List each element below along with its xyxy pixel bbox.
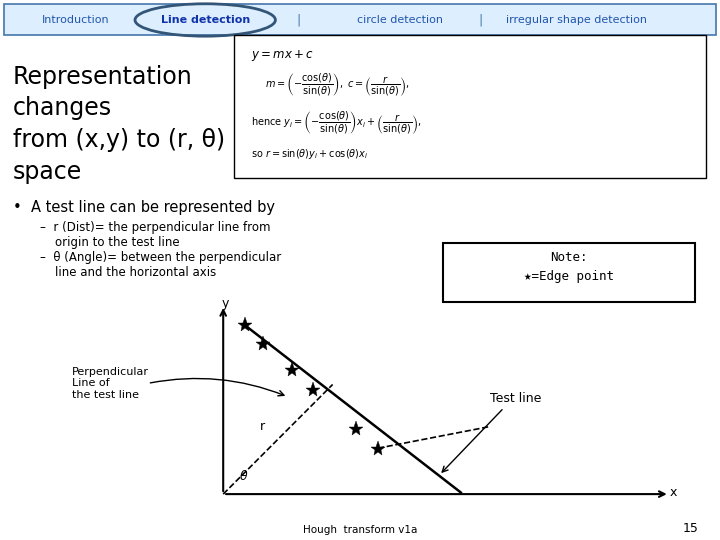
Text: $\mathrm{hence}\ y_i = \left(-\dfrac{\cos(\theta)}{\sin(\theta)}\right)x_i + \le: $\mathrm{hence}\ y_i = \left(-\dfrac{\co… <box>251 110 421 136</box>
Text: |: | <box>478 14 482 26</box>
Text: $\theta$: $\theta$ <box>238 469 248 483</box>
Text: $y = mx + c$: $y = mx + c$ <box>251 48 313 63</box>
Text: r: r <box>260 420 266 433</box>
Text: Hough  transform v1a: Hough transform v1a <box>303 524 417 535</box>
Text: Test line: Test line <box>490 392 541 405</box>
Text: y: y <box>222 298 229 310</box>
Text: |: | <box>297 14 301 26</box>
Text: x: x <box>670 486 677 499</box>
FancyBboxPatch shape <box>234 35 706 178</box>
Text: ★=Edge point: ★=Edge point <box>524 270 614 283</box>
FancyBboxPatch shape <box>443 243 695 302</box>
Text: Note:: Note: <box>550 251 588 264</box>
Text: •  A test line can be represented by: • A test line can be represented by <box>13 200 275 215</box>
Text: –  r (Dist)= the perpendicular line from
    origin to the test line: – r (Dist)= the perpendicular line from … <box>40 221 270 249</box>
Text: –  θ (Angle)= between the perpendicular
    line and the horizontal axis: – θ (Angle)= between the perpendicular l… <box>40 251 281 279</box>
Text: Perpendicular
Line of
the test line: Perpendicular Line of the test line <box>72 367 149 400</box>
Text: Line detection: Line detection <box>161 15 250 25</box>
Text: irregular shape detection: irregular shape detection <box>505 15 647 25</box>
Text: $\mathrm{so}\ r = \sin(\theta)y_i + \cos(\theta)x_i$: $\mathrm{so}\ r = \sin(\theta)y_i + \cos… <box>251 147 368 161</box>
FancyBboxPatch shape <box>4 4 716 35</box>
Text: Representation
changes
from (x,y) to (r, θ)
space: Representation changes from (x,y) to (r,… <box>13 65 225 184</box>
Text: $m = \left(-\dfrac{\cos(\theta)}{\sin(\theta)}\right),\ c = \left(\dfrac{r}{\sin: $m = \left(-\dfrac{\cos(\theta)}{\sin(\t… <box>265 72 410 98</box>
Text: Introduction: Introduction <box>42 15 109 25</box>
Text: circle detection: circle detection <box>356 15 443 25</box>
Text: 15: 15 <box>683 522 698 535</box>
